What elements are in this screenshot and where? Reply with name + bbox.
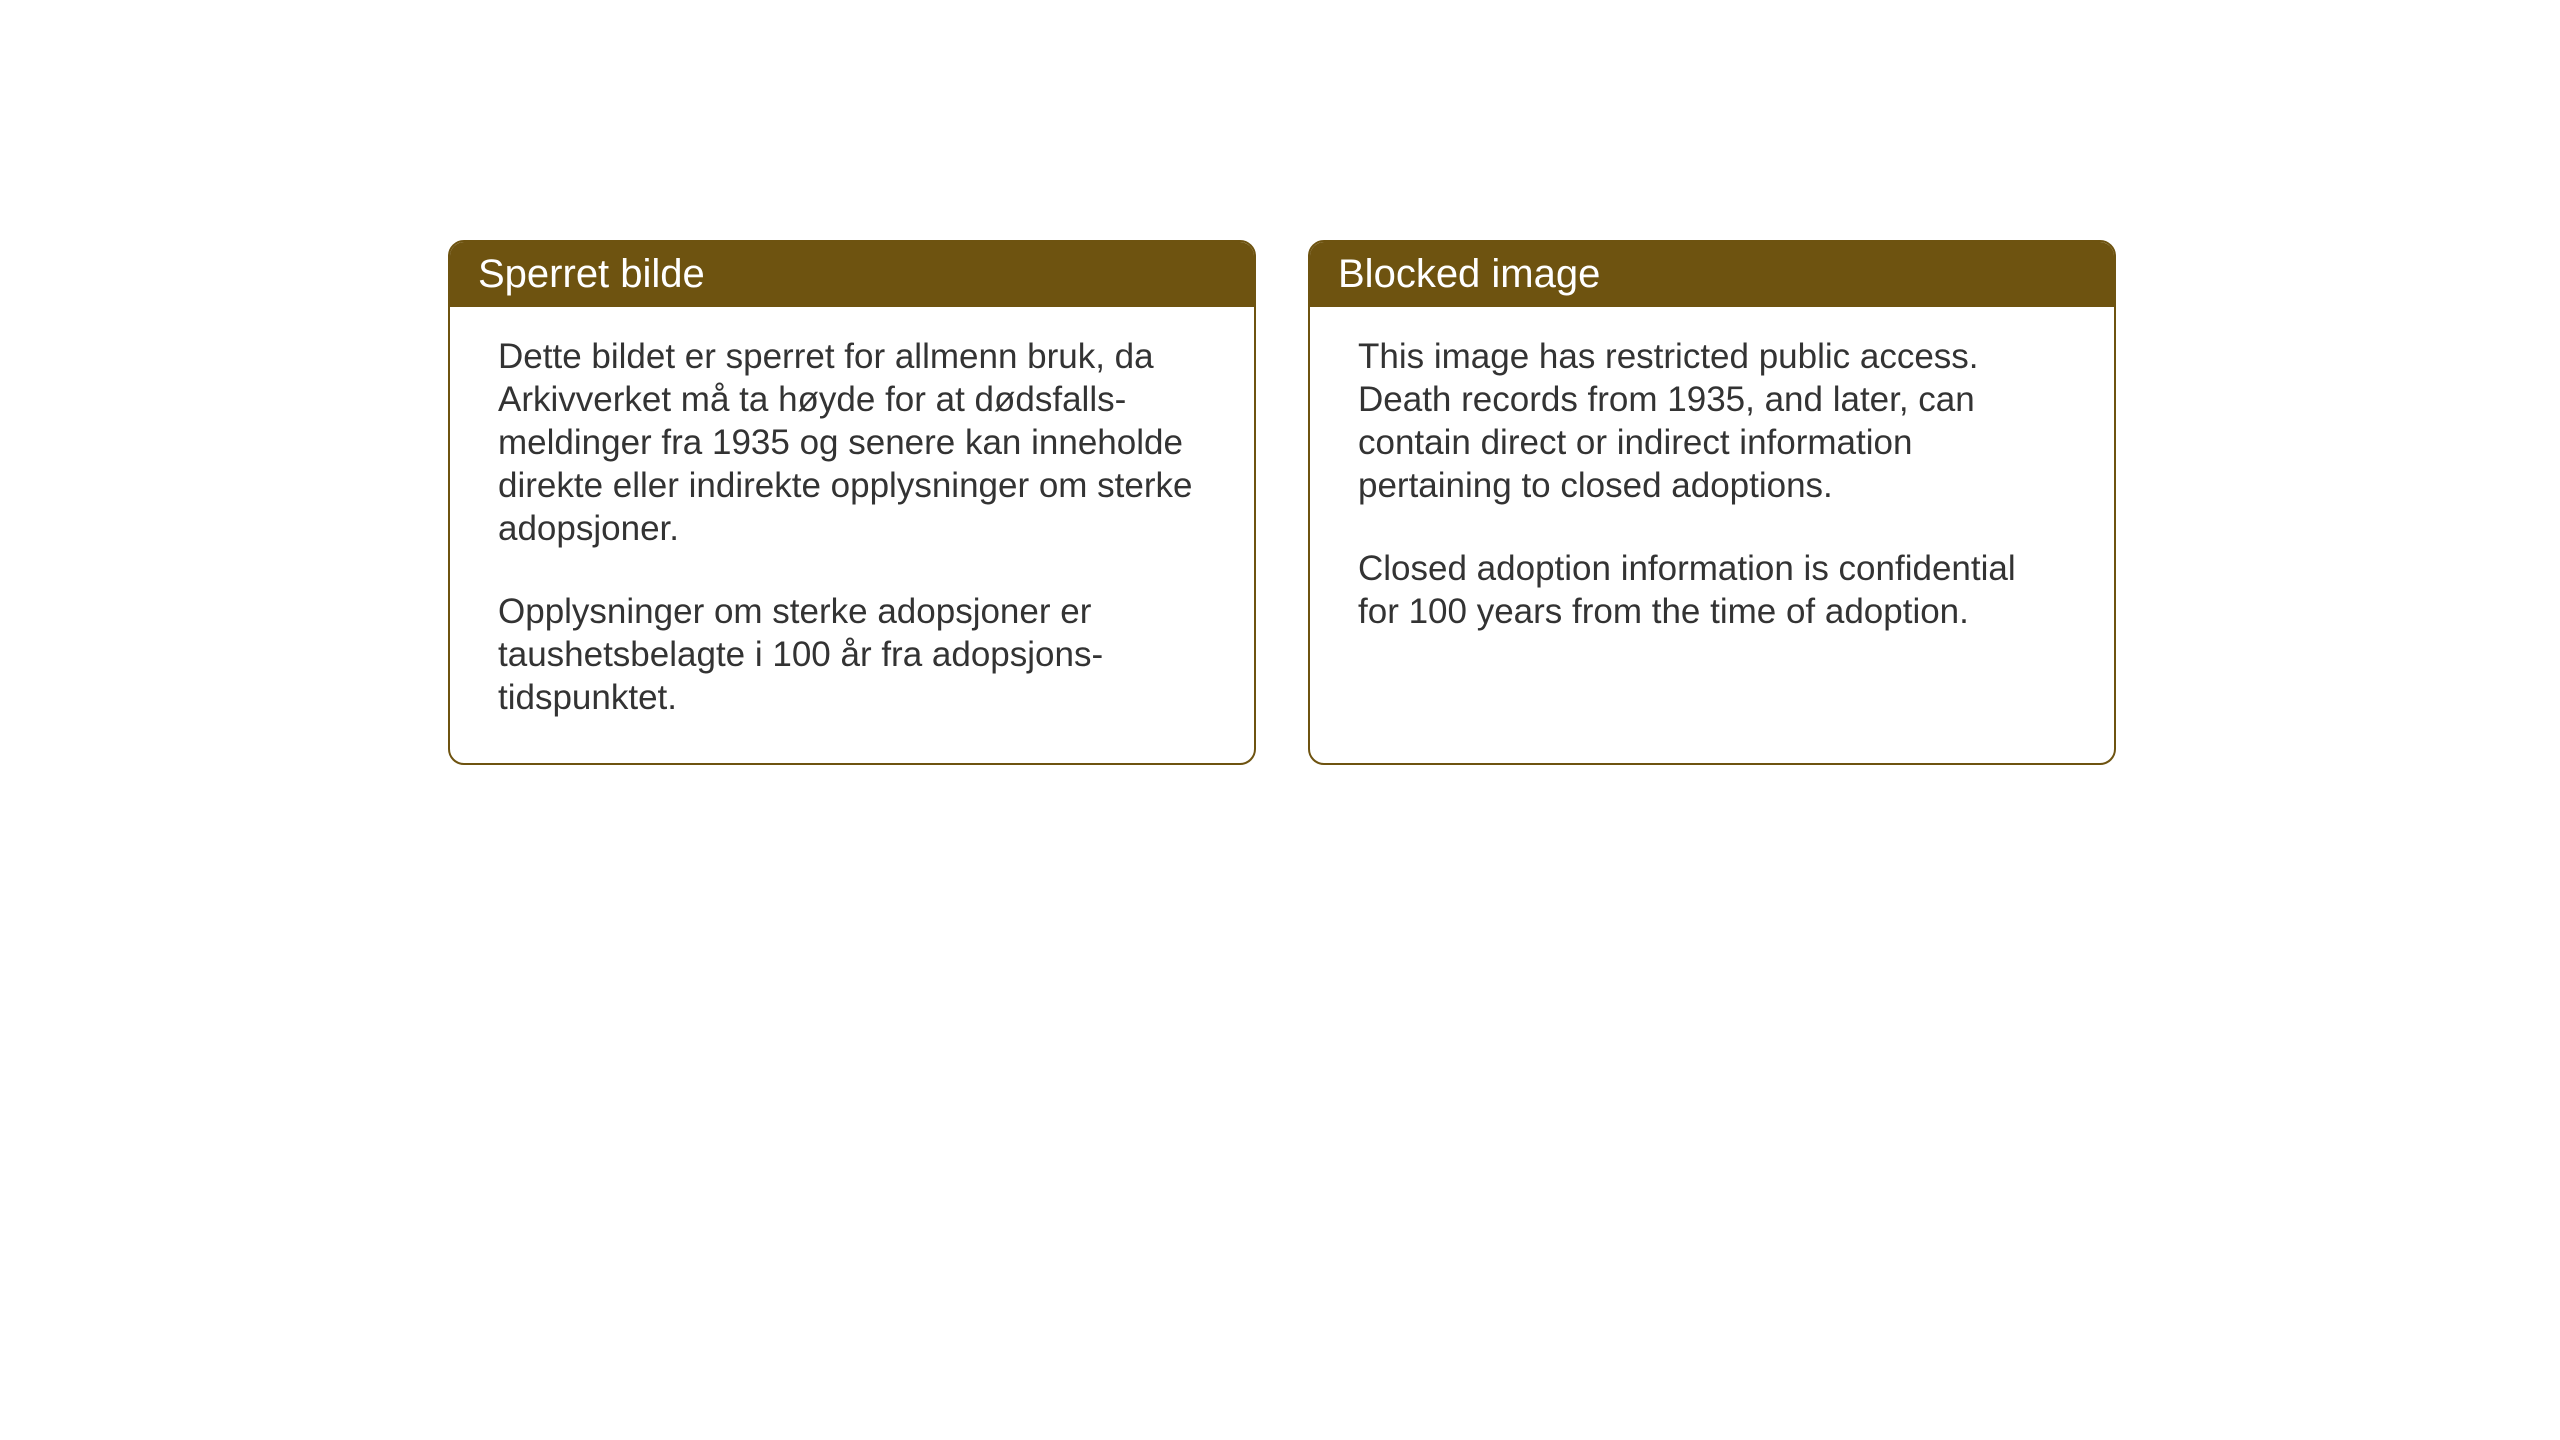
notice-paragraph-2-norwegian: Opplysninger om sterke adopsjoner er tau…: [498, 590, 1206, 719]
notice-box-norwegian: Sperret bilde Dette bildet er sperret fo…: [448, 240, 1256, 765]
notice-header-english: Blocked image: [1310, 242, 2114, 307]
notice-paragraph-1-norwegian: Dette bildet er sperret for allmenn bruk…: [498, 335, 1206, 550]
notice-body-english: This image has restricted public access.…: [1310, 307, 2114, 677]
notice-paragraph-2-english: Closed adoption information is confident…: [1358, 547, 2066, 633]
notice-title-english: Blocked image: [1338, 252, 1600, 296]
notice-title-norwegian: Sperret bilde: [478, 252, 705, 296]
notice-body-norwegian: Dette bildet er sperret for allmenn bruk…: [450, 307, 1254, 763]
notice-box-english: Blocked image This image has restricted …: [1308, 240, 2116, 765]
notice-container: Sperret bilde Dette bildet er sperret fo…: [448, 240, 2116, 765]
notice-paragraph-1-english: This image has restricted public access.…: [1358, 335, 2066, 507]
notice-header-norwegian: Sperret bilde: [450, 242, 1254, 307]
